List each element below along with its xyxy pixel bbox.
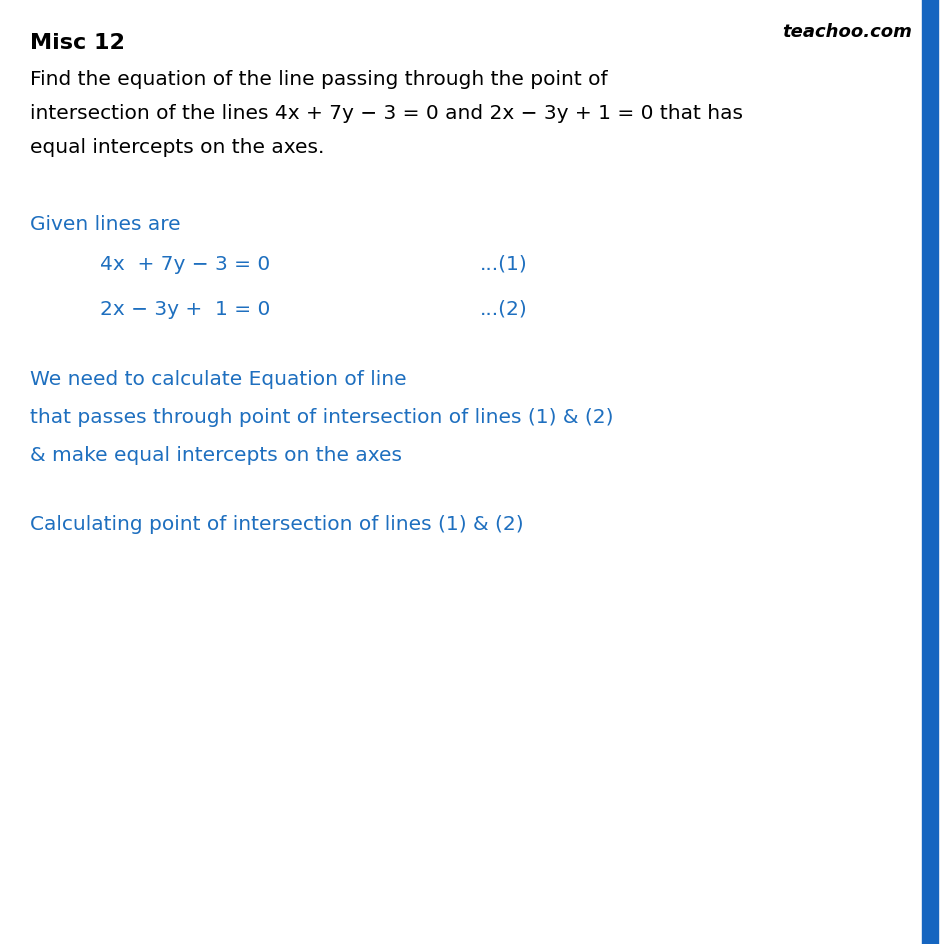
Text: 2x − 3y +  1 = 0: 2x − 3y + 1 = 0 xyxy=(100,299,270,319)
Text: Given lines are: Given lines are xyxy=(30,215,180,234)
Text: ...(2): ...(2) xyxy=(480,299,527,319)
Text: ...(1): ...(1) xyxy=(480,255,527,274)
Bar xyxy=(921,0,937,944)
Text: 4x  + 7y − 3 = 0: 4x + 7y − 3 = 0 xyxy=(100,255,270,274)
Text: intersection of the lines 4x + 7y − 3 = 0 and 2x − 3y + 1 = 0 that has: intersection of the lines 4x + 7y − 3 = … xyxy=(30,104,742,123)
Text: Calculating point of intersection of lines (1) & (2): Calculating point of intersection of lin… xyxy=(30,514,523,533)
Text: equal intercepts on the axes.: equal intercepts on the axes. xyxy=(30,138,324,157)
Text: We need to calculate Equation of line: We need to calculate Equation of line xyxy=(30,370,406,389)
Text: & make equal intercepts on the axes: & make equal intercepts on the axes xyxy=(30,446,401,464)
Text: Misc 12: Misc 12 xyxy=(30,33,125,53)
Text: that passes through point of intersection of lines (1) & (2): that passes through point of intersectio… xyxy=(30,408,613,427)
Text: teachoo.com: teachoo.com xyxy=(782,23,911,41)
Text: Find the equation of the line passing through the point of: Find the equation of the line passing th… xyxy=(30,70,607,89)
